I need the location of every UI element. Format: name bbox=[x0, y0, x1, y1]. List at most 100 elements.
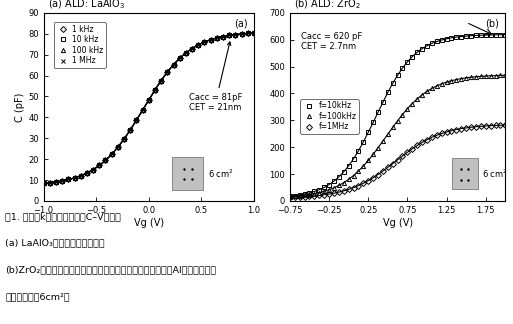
Text: 6 cm$^2$: 6 cm$^2$ bbox=[482, 167, 508, 179]
10 kHz bbox=[103, 158, 109, 162]
f=10kHz bbox=[487, 33, 494, 37]
f=1MHz bbox=[497, 123, 503, 127]
1 MHz bbox=[189, 47, 195, 51]
f=10kHz bbox=[365, 131, 371, 134]
f=1MHz bbox=[414, 144, 420, 147]
X-axis label: Vg (V): Vg (V) bbox=[383, 217, 412, 227]
f=100kHz bbox=[502, 73, 508, 77]
Bar bbox=[172, 157, 204, 191]
1 kHz bbox=[127, 128, 133, 132]
1 kHz bbox=[65, 178, 71, 181]
f=1MHz bbox=[487, 124, 494, 128]
1 MHz bbox=[53, 180, 59, 184]
f=1MHz bbox=[400, 154, 406, 158]
f=10kHz bbox=[502, 33, 508, 37]
f=10kHz bbox=[409, 55, 416, 59]
1 MHz bbox=[109, 152, 115, 156]
f=100kHz bbox=[326, 188, 332, 192]
100 kHz bbox=[152, 88, 158, 92]
10 kHz bbox=[84, 171, 90, 175]
100 kHz bbox=[109, 152, 115, 156]
1 kHz bbox=[195, 43, 201, 47]
f=100kHz bbox=[380, 139, 386, 143]
1 MHz bbox=[195, 43, 201, 47]
10 kHz bbox=[146, 98, 152, 102]
10 kHz bbox=[208, 38, 214, 42]
1 MHz bbox=[59, 179, 65, 183]
Text: (a) ALD: LaAlO$_3$: (a) ALD: LaAlO$_3$ bbox=[48, 0, 125, 11]
1 kHz bbox=[41, 181, 47, 185]
1 kHz bbox=[103, 158, 109, 162]
f=100kHz bbox=[424, 89, 430, 93]
10 kHz bbox=[127, 128, 133, 132]
f=10kHz bbox=[404, 60, 410, 64]
f=100kHz bbox=[297, 194, 303, 198]
f=100kHz bbox=[311, 192, 318, 196]
1 MHz bbox=[220, 35, 226, 39]
100 kHz bbox=[232, 33, 239, 37]
f=10kHz bbox=[350, 157, 357, 161]
10 kHz bbox=[232, 33, 239, 37]
f=100kHz bbox=[302, 193, 308, 197]
f=10kHz bbox=[458, 35, 464, 39]
f=10kHz bbox=[492, 33, 499, 37]
f=100kHz bbox=[341, 181, 347, 185]
1 MHz bbox=[90, 168, 96, 172]
1 kHz bbox=[245, 31, 251, 35]
f=100kHz bbox=[287, 195, 293, 199]
f=10kHz bbox=[478, 33, 484, 37]
1 kHz bbox=[164, 70, 170, 74]
1 kHz bbox=[226, 33, 232, 37]
Line: 1 kHz: 1 kHz bbox=[42, 31, 256, 185]
10 kHz bbox=[183, 51, 189, 55]
f=1MHz bbox=[365, 179, 371, 183]
1 kHz bbox=[115, 145, 121, 149]
X-axis label: Vg (V): Vg (V) bbox=[134, 217, 164, 227]
f=10kHz bbox=[292, 194, 298, 198]
1 kHz bbox=[140, 108, 146, 112]
1 kHz bbox=[133, 118, 140, 122]
f=100kHz bbox=[350, 174, 357, 178]
f=100kHz bbox=[468, 75, 474, 79]
100 kHz bbox=[77, 174, 84, 178]
10 kHz bbox=[53, 180, 59, 184]
1 MHz bbox=[41, 181, 47, 185]
Y-axis label: C (pF): C (pF) bbox=[15, 92, 25, 122]
f=1MHz bbox=[492, 123, 499, 127]
10 kHz bbox=[121, 137, 127, 141]
f=1MHz bbox=[331, 191, 337, 195]
f=1MHz bbox=[311, 194, 318, 198]
Text: (b)ZrO₂样品中频率离散（阴影框表明在硅衬底背面处的金属Al接触，每一个: (b)ZrO₂样品中频率离散（阴影框表明在硅衬底背面处的金属Al接触，每一个 bbox=[5, 265, 216, 274]
f=1MHz bbox=[302, 195, 308, 199]
f=100kHz bbox=[356, 169, 362, 173]
1 MHz bbox=[202, 40, 208, 44]
f=1MHz bbox=[439, 132, 445, 135]
f=10kHz bbox=[473, 33, 479, 37]
10 kHz bbox=[115, 145, 121, 149]
f=10kHz bbox=[321, 185, 327, 189]
100 kHz bbox=[41, 181, 47, 185]
f=1MHz bbox=[336, 190, 342, 194]
1 kHz bbox=[189, 47, 195, 51]
f=1MHz bbox=[433, 133, 440, 137]
f=100kHz bbox=[400, 113, 406, 117]
f=100kHz bbox=[404, 107, 410, 111]
10 kHz bbox=[202, 40, 208, 44]
f=1MHz bbox=[409, 147, 416, 151]
f=10kHz bbox=[448, 36, 455, 40]
f=10kHz bbox=[385, 90, 391, 94]
100 kHz bbox=[245, 31, 251, 35]
1 MHz bbox=[232, 33, 239, 37]
10 kHz bbox=[77, 174, 84, 178]
1 MHz bbox=[170, 63, 176, 67]
100 kHz bbox=[140, 108, 146, 112]
1 MHz bbox=[226, 33, 232, 37]
1 kHz bbox=[71, 176, 77, 180]
100 kHz bbox=[208, 38, 214, 42]
f=10kHz bbox=[316, 188, 322, 191]
10 kHz bbox=[109, 152, 115, 156]
100 kHz bbox=[47, 181, 53, 185]
f=100kHz bbox=[419, 93, 425, 97]
f=10kHz bbox=[419, 47, 425, 51]
100 kHz bbox=[65, 178, 71, 181]
